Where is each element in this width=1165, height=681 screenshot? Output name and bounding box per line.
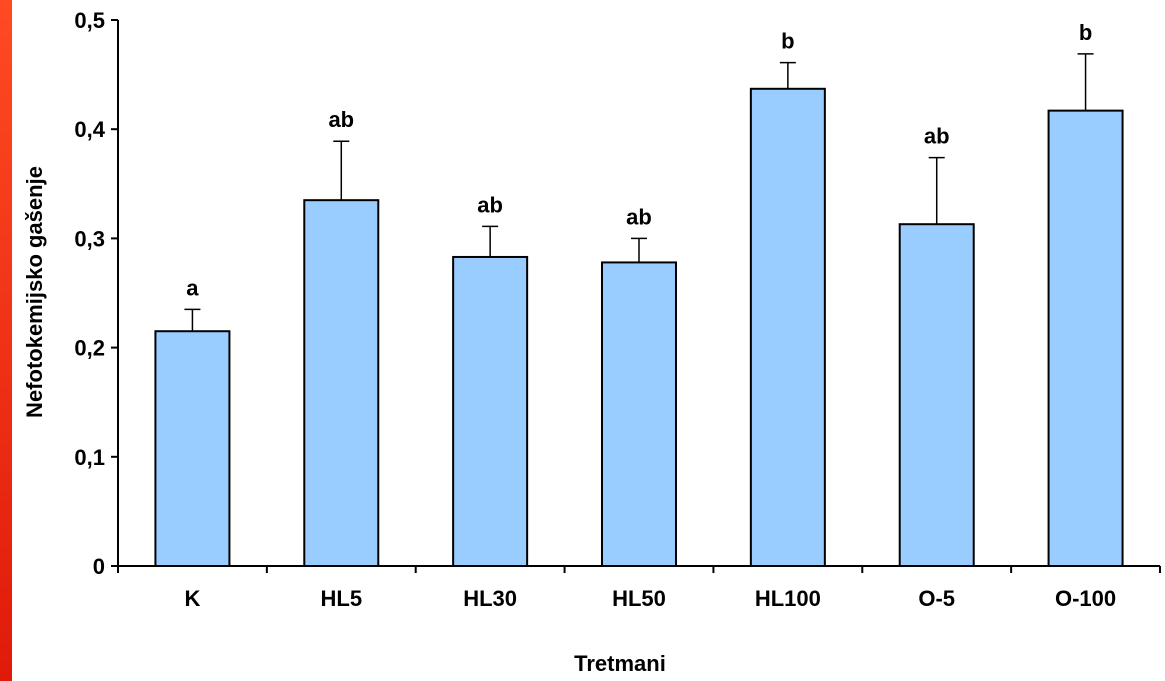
x-category-label: O-100 [1055, 586, 1116, 611]
x-category-label: HL50 [612, 586, 666, 611]
x-category-label: K [184, 586, 200, 611]
bar-o-5 [898, 223, 975, 567]
x-axis-title: Tretmani [574, 651, 666, 676]
y-axis-title: Nefotokemijsko gašenje [22, 166, 47, 418]
significance-label: ab [477, 192, 503, 217]
y-tick-label: 0,4 [74, 117, 105, 142]
x-category-label: O-5 [918, 586, 955, 611]
significance-label: a [186, 275, 199, 300]
y-tick-label: 0,5 [74, 8, 105, 33]
bar-o-100 [1047, 109, 1124, 568]
plot-area: 0 0,1 0,2 0,3 0,4 0,5 a Kab HL5 ab HL30 ab HL50 b HL10… [74, 8, 1161, 611]
x-category-label: HL100 [755, 586, 821, 611]
significance-label: b [781, 29, 794, 54]
y-tick-label: 0,3 [74, 226, 105, 251]
significance-label: b [1079, 20, 1092, 45]
significance-label: ab [626, 204, 652, 229]
bar-hl30 [452, 255, 529, 567]
significance-label: ab [924, 124, 950, 149]
y-tick-label: 0,2 [74, 336, 105, 361]
bar-k [154, 330, 231, 567]
bar-hl50 [601, 261, 677, 567]
significance-label: ab [328, 107, 354, 132]
x-category-label: HL30 [463, 586, 517, 611]
x-category-label: HL5 [321, 586, 363, 611]
y-tick-label: 0 [93, 554, 105, 579]
left-edge-strip [0, 0, 12, 681]
bar-hl5 [303, 199, 380, 567]
y-tick-label: 0,1 [74, 445, 105, 470]
bar-hl100 [749, 87, 826, 568]
